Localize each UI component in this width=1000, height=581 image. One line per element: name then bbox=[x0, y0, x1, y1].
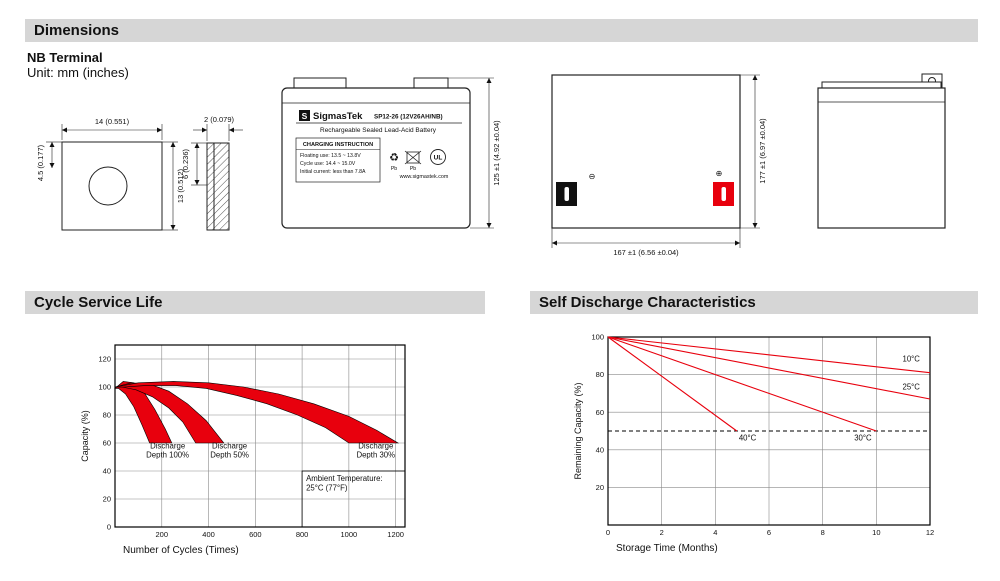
band-annotation: Depth 100% bbox=[146, 451, 189, 460]
battery-end-case bbox=[817, 87, 946, 229]
band-annotation: Depth 50% bbox=[210, 451, 249, 460]
terminal-side-view bbox=[191, 124, 243, 231]
x-tick-label: 1000 bbox=[341, 530, 358, 539]
charging-line-2: Cycle use: 14.4 ~ 15.0V bbox=[300, 161, 356, 167]
front-terminal-right bbox=[413, 77, 449, 90]
battery-subtitle: Rechargeable Sealed Lead-Acid Battery bbox=[320, 127, 437, 134]
y-tick-label: 100 bbox=[98, 383, 111, 392]
note-text: Ambient Temperature: bbox=[306, 474, 383, 483]
self-discharge-chart: 0 2 4 6 8 10 12 20 40 60 80 100 10°C 25°C 30°C 40°C Stor… bbox=[573, 333, 934, 554]
section-title-self-discharge: Self Discharge Characteristics bbox=[539, 294, 756, 311]
y-tick-label: 20 bbox=[103, 495, 111, 504]
terminal-type-label: NB Terminal bbox=[27, 50, 103, 65]
battery-front-view: S SigmasTek SP12-26 (12V26AH/NB) Recharg… bbox=[281, 77, 494, 229]
charging-instruction-box bbox=[295, 137, 381, 183]
brand-logo-mark: S bbox=[302, 111, 308, 121]
dim-terminal-depth: 6 (0.236) bbox=[181, 148, 190, 179]
brand-name: SigmasTek bbox=[313, 111, 363, 122]
model-number: SP12-26 (12V26AH/NB) bbox=[374, 114, 443, 121]
x-tick-label: 12 bbox=[926, 528, 934, 537]
series-line bbox=[607, 336, 877, 432]
band-annotation: Discharge bbox=[212, 442, 247, 451]
dim-battery-height: 125 ±1 (4.92 ±0.04) bbox=[492, 120, 501, 186]
brand-logo-box bbox=[299, 110, 310, 121]
dim-side-length: 167 ±1 (6.56 ±0.04) bbox=[613, 248, 679, 257]
x-tick-label: 6 bbox=[767, 528, 771, 537]
x-tick-label: 800 bbox=[296, 530, 309, 539]
charging-title: CHARGING INSTRUCTION bbox=[303, 142, 373, 148]
terminal-hole bbox=[88, 166, 128, 206]
x-axis-title: Number of Cycles (Times) bbox=[123, 545, 239, 556]
plot-border bbox=[114, 344, 406, 528]
note-box bbox=[301, 470, 406, 528]
x-tick-label: 200 bbox=[156, 530, 169, 539]
section-header-self-discharge: Self Discharge Characteristics bbox=[530, 291, 978, 314]
dim-terminal-height: 13 (0.512) bbox=[176, 168, 185, 203]
series-line bbox=[607, 336, 931, 374]
section-title-cycle-life: Cycle Service Life bbox=[34, 294, 163, 311]
series-label: 30°C bbox=[854, 433, 872, 442]
x-tick-label: 0 bbox=[606, 528, 610, 537]
dimension-drawings: 14 (0.551) 4.5 (0.177) 13 (0.512) 2 (0.0… bbox=[36, 73, 946, 257]
x-tick-label: 8 bbox=[821, 528, 825, 537]
x-tick-label: 4 bbox=[713, 528, 717, 537]
dim-side-height: 177 ±1 (6.97 ±0.04) bbox=[758, 118, 767, 184]
y-tick-label: 0 bbox=[107, 523, 111, 532]
y-tick-label: 40 bbox=[103, 467, 111, 476]
y-tick-label: 80 bbox=[103, 411, 111, 420]
x-tick-label: 400 bbox=[202, 530, 215, 539]
y-tick-label: 60 bbox=[596, 408, 604, 417]
pb-recycle-label: Pb bbox=[391, 166, 397, 172]
battery-side-view: ⊖ ⊕ bbox=[551, 74, 760, 248]
ul-icon: UL bbox=[430, 149, 446, 165]
x-tick-label: 600 bbox=[249, 530, 262, 539]
x-axis-title: Storage Time (Months) bbox=[616, 543, 718, 554]
series-label: 10°C bbox=[903, 354, 921, 363]
band-annotation: Discharge bbox=[358, 442, 393, 451]
y-tick-label: 20 bbox=[596, 483, 604, 492]
series-line bbox=[607, 336, 738, 432]
note-text: 25°C (77°F) bbox=[306, 484, 348, 493]
y-tick-label: 120 bbox=[98, 355, 111, 364]
x-tick-label: 2 bbox=[660, 528, 664, 537]
y-tick-label: 40 bbox=[596, 445, 604, 454]
charging-line-3: Initial current: less than 7.8A bbox=[300, 169, 366, 175]
pb-crossed-label: Pb bbox=[410, 166, 416, 172]
negative-mark: ⊖ bbox=[589, 172, 596, 181]
unit-note: Unit: mm (inches) bbox=[27, 65, 129, 80]
band-annotation: Depth 30% bbox=[356, 451, 395, 460]
recycle-icon: ♻ bbox=[389, 152, 399, 164]
charging-line-1: Floating use: 13.5 ~ 13.8V bbox=[300, 153, 361, 159]
positive-mark: ⊕ bbox=[716, 169, 723, 178]
dim-terminal-hole: 4.5 (0.177) bbox=[36, 144, 45, 181]
front-terminal-left bbox=[293, 77, 347, 90]
x-tick-label: 10 bbox=[872, 528, 880, 537]
cycle-service-life-chart: 200 400 600 800 1000 1200 0 20 40 60 80 100 120 Disch… bbox=[80, 344, 406, 556]
dim-terminal-width: 14 (0.551) bbox=[95, 117, 130, 126]
section-header-cycle-life: Cycle Service Life bbox=[25, 291, 485, 314]
y-tick-label: 100 bbox=[591, 333, 604, 342]
crossed-bin-icon bbox=[404, 150, 422, 165]
series-label: 40°C bbox=[739, 433, 757, 442]
series-line bbox=[607, 336, 931, 400]
y-tick-label: 80 bbox=[596, 370, 604, 379]
ul-icon-label: UL bbox=[434, 155, 443, 162]
series-label: 25°C bbox=[903, 383, 921, 392]
y-tick-label: 60 bbox=[103, 439, 111, 448]
x-tick-label: 1200 bbox=[387, 530, 404, 539]
terminal-front-view bbox=[46, 124, 178, 231]
dim-terminal-thickness: 2 (0.079) bbox=[204, 115, 235, 124]
y-axis-title: Capacity (%) bbox=[80, 410, 90, 462]
y-axis-title: Remaining Capacity (%) bbox=[573, 382, 583, 479]
band-annotation: Discharge bbox=[150, 442, 185, 451]
website-text: www.sigmastek.com bbox=[399, 174, 449, 180]
battery-end-view bbox=[817, 73, 946, 229]
discharge-band bbox=[114, 381, 400, 444]
battery-side-case bbox=[551, 74, 741, 229]
section-header-dimensions: Dimensions bbox=[25, 19, 978, 42]
section-title-dimensions: Dimensions bbox=[34, 22, 120, 39]
